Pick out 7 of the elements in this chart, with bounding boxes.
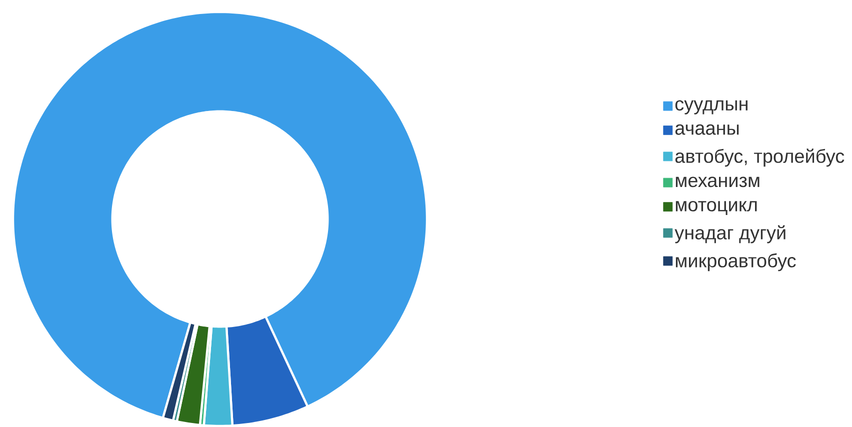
legend-label: унадаг дугуй (674, 225, 786, 244)
legend-label: механизм (676, 176, 760, 188)
legend-label: ачааны (675, 124, 739, 135)
legend-label: мотоцикл (676, 200, 757, 215)
legend-label: автобус, тролейбус (675, 148, 844, 167)
legend-label: микроавтобус (676, 253, 796, 272)
legend-label: суудлын (675, 100, 748, 114)
